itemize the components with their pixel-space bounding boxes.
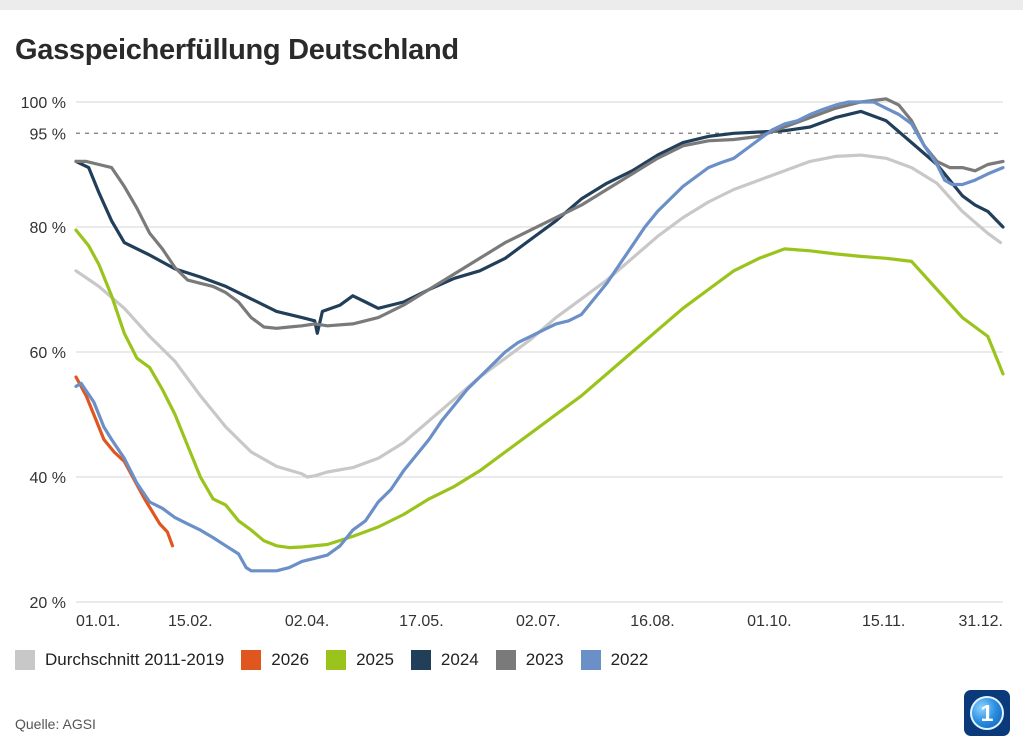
legend-item: 2023 bbox=[495, 650, 564, 670]
legend-item: 2026 bbox=[241, 650, 309, 670]
broadcaster-logo: 1 bbox=[964, 690, 1010, 736]
legend-swatch bbox=[580, 650, 601, 670]
legend-label: 2022 bbox=[610, 650, 649, 669]
x-tick-label: 17.05. bbox=[399, 613, 443, 630]
legend-swatch bbox=[241, 650, 262, 670]
grid bbox=[76, 101, 1003, 603]
legend-label: 2024 bbox=[440, 650, 479, 669]
x-axis: 01.01. 15.02. 02.04. 17.05. 02.07. 16.08. 01.1… bbox=[76, 613, 1003, 630]
legend-label: 2026 bbox=[271, 650, 310, 669]
line-chart: 100 % 95 % 80 % 60 % 40 % 20 % 01.01. 15.02. 02… bbox=[21, 95, 1005, 630]
x-tick-label: 31.12. bbox=[959, 613, 1003, 630]
x-tick-label: 16.08. bbox=[630, 613, 674, 630]
legend-swatch bbox=[326, 650, 347, 670]
x-tick-label: 02.07. bbox=[516, 613, 560, 630]
y-tick-label: 40 % bbox=[30, 470, 66, 487]
series-line-2023 bbox=[74, 97, 1005, 330]
series-line-2022 bbox=[74, 100, 1005, 573]
x-tick-label: 01.10. bbox=[747, 613, 791, 630]
y-tick-label: 95 % bbox=[30, 126, 66, 143]
x-tick-label: 02.04. bbox=[285, 613, 329, 630]
source-note: Quelle: AGSI bbox=[15, 716, 96, 732]
legend-swatch bbox=[15, 650, 35, 670]
x-tick-label: 15.11. bbox=[862, 613, 905, 630]
logo-text: 1 bbox=[980, 700, 994, 726]
legend-swatch bbox=[495, 650, 516, 670]
y-tick-label: 60 % bbox=[30, 345, 66, 362]
y-tick-label: 80 % bbox=[30, 220, 66, 237]
legend-item: Durchschnitt 2011-2019 bbox=[15, 650, 224, 670]
legend-item: 2022 bbox=[580, 650, 649, 670]
legend-swatch bbox=[410, 650, 431, 670]
x-tick-label: 15.02. bbox=[168, 613, 212, 630]
y-tick-label: 100 % bbox=[21, 95, 66, 112]
legend-label: 2023 bbox=[525, 650, 564, 669]
legend-label: 2025 bbox=[356, 650, 394, 669]
legend: Durchschnitt 2011-2019 2026 2025 2024 2023 20… bbox=[15, 648, 665, 672]
x-tick-label: 01.01. bbox=[76, 613, 120, 630]
series-line-durchschnitt-2011-2019 bbox=[74, 153, 1003, 479]
series-line-2025 bbox=[74, 228, 1005, 550]
y-axis: 100 % 95 % 80 % 60 % 40 % 20 % bbox=[21, 95, 66, 612]
top-strip bbox=[0, 0, 1023, 10]
logo-circle-icon: 1 bbox=[970, 696, 1004, 730]
chart-title: Gasspeicherfüllung Deutschland bbox=[15, 34, 459, 66]
legend-item: 2024 bbox=[410, 650, 479, 670]
legend-label: Durchschnitt 2011-2019 bbox=[45, 650, 225, 669]
series-line-2024 bbox=[74, 109, 1005, 335]
legend-item: 2025 bbox=[326, 650, 394, 670]
series-lines bbox=[74, 97, 1005, 573]
y-tick-label: 20 % bbox=[30, 595, 66, 612]
